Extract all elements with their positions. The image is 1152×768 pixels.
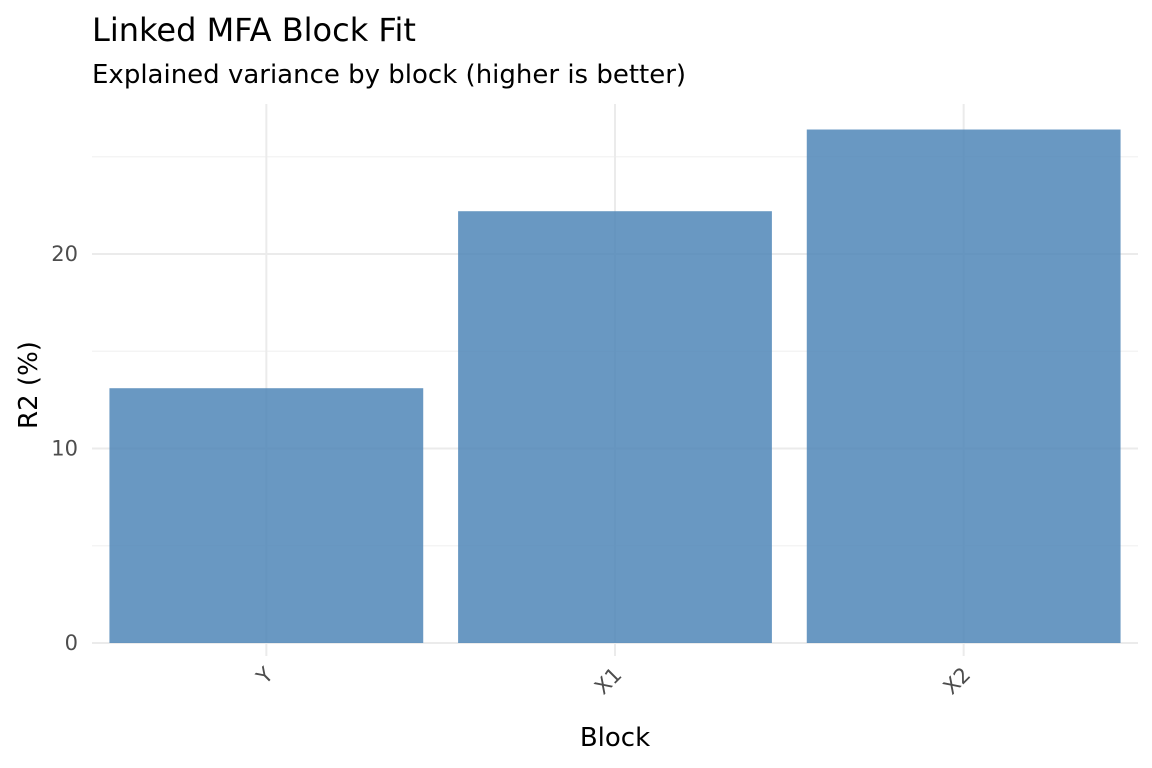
- chart-subtitle: Explained variance by block (higher is b…: [92, 60, 686, 90]
- x-axis-title: Block: [580, 723, 650, 753]
- chart-title: Linked MFA Block Fit: [92, 11, 416, 49]
- x-axis-ticks: Y X1 X2: [251, 662, 975, 699]
- bar-x2: [806, 129, 1121, 643]
- y-tick-label: 10: [51, 437, 78, 461]
- bars: [109, 129, 1121, 643]
- x-tick-label: X1: [590, 663, 627, 700]
- bar-x1: [458, 211, 772, 643]
- y-tick-label: 20: [51, 242, 78, 266]
- y-axis-ticks: 0 10 20: [51, 242, 78, 655]
- bar-y: [109, 388, 424, 643]
- y-tick-label: 0: [65, 631, 78, 655]
- y-axis-title: R2 (%): [14, 341, 44, 429]
- x-tick-label: X2: [939, 663, 976, 700]
- x-tick-label: Y: [251, 662, 278, 689]
